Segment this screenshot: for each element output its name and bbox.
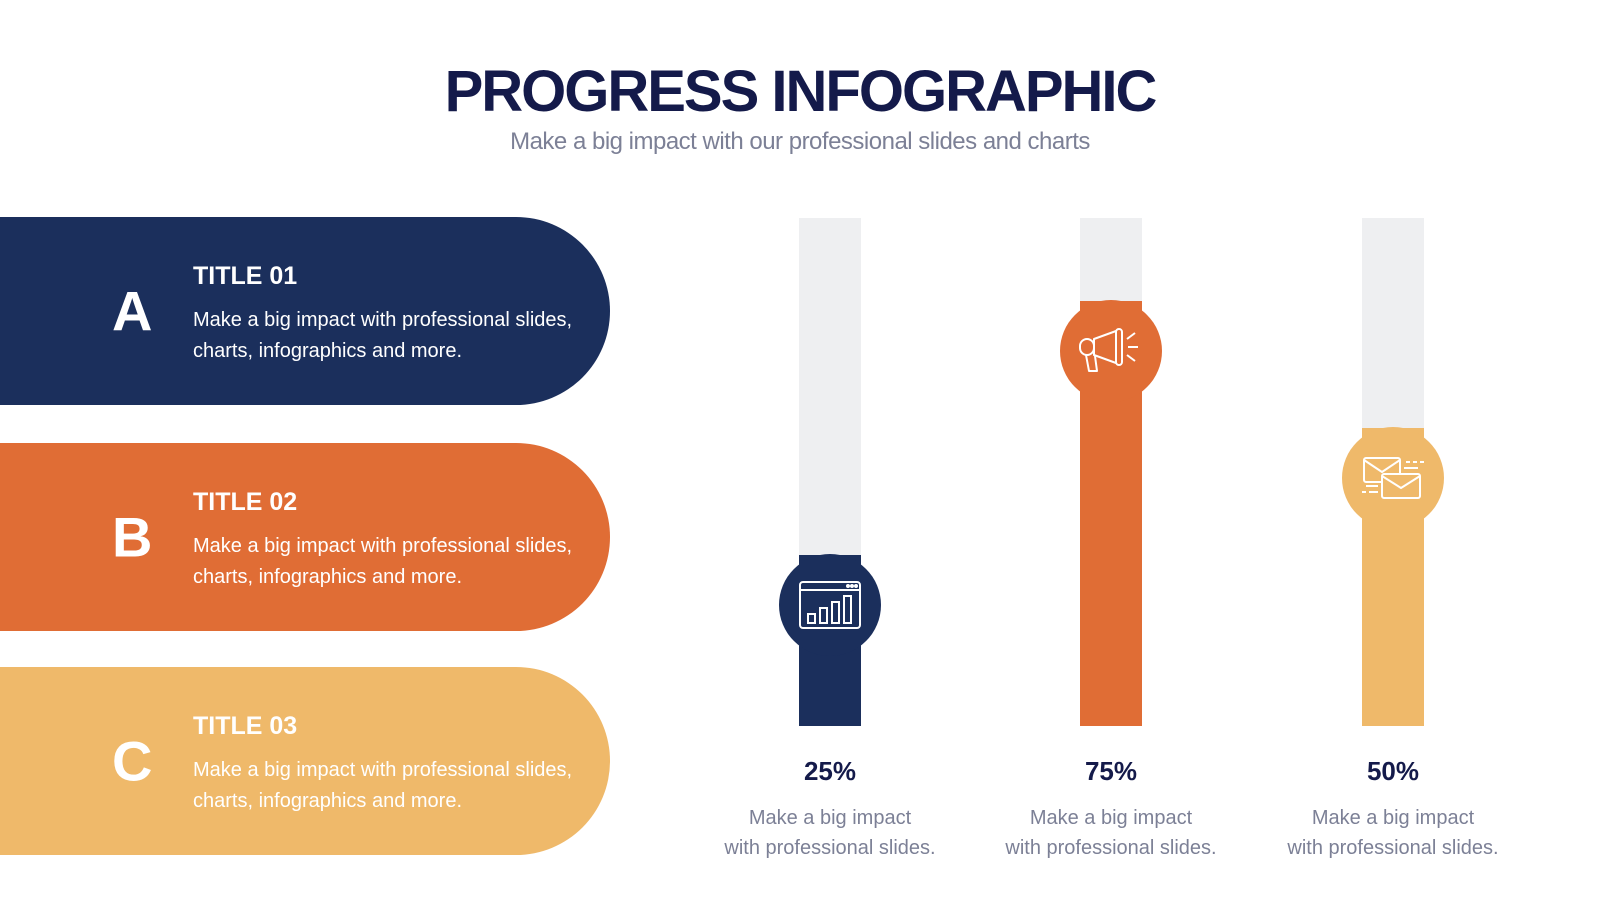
item-letter: B xyxy=(112,505,153,569)
progress-value: 50% xyxy=(1366,756,1420,786)
description-line: Make a big impact xyxy=(1311,807,1475,829)
progress-value: 75% xyxy=(1084,756,1138,786)
item-letter: C xyxy=(112,729,153,793)
item-title: TITLE 01 xyxy=(193,262,298,290)
progress-marker xyxy=(779,554,881,656)
progress-marker xyxy=(1060,300,1162,402)
item-description: Make a big impact with professional slid… xyxy=(193,535,573,588)
megaphone-icon xyxy=(1079,328,1138,372)
envelope-icon xyxy=(1362,457,1424,499)
progress-marker xyxy=(1342,427,1444,529)
progress-value: 25% xyxy=(803,756,857,786)
progress-track xyxy=(1080,218,1142,726)
progress-description: Make a big impact with professional slid… xyxy=(710,803,950,863)
item-description: Make a big impact with professional slid… xyxy=(193,309,573,362)
item-title: TITLE 03 xyxy=(193,712,298,740)
description-line: Make a big impact xyxy=(748,807,912,829)
description-line: with professional slides. xyxy=(724,837,936,859)
description-line: with professional slides. xyxy=(1287,837,1499,859)
page-subtitle: Make a big impact with our professional … xyxy=(510,128,1090,155)
item-card-b: B TITLE 02 Make a big impact with profes… xyxy=(0,443,610,631)
item-description: Make a big impact with professional slid… xyxy=(193,759,573,812)
progress-description: Make a big impact with professional slid… xyxy=(991,803,1231,863)
description-line: with professional slides. xyxy=(1005,837,1217,859)
item-letter: A xyxy=(112,279,153,343)
item-card-c: C TITLE 03 Make a big impact with profes… xyxy=(0,667,610,855)
description-line: Make a big impact xyxy=(1029,807,1193,829)
bar-chart-icon xyxy=(799,581,861,629)
item-card-a: A TITLE 01 Make a big impact with profes… xyxy=(0,217,610,405)
progress-description: Make a big impact with professional slid… xyxy=(1273,803,1513,863)
page-title: PROGRESS INFOGRAPHIC xyxy=(444,59,1158,124)
item-title: TITLE 02 xyxy=(193,488,298,516)
